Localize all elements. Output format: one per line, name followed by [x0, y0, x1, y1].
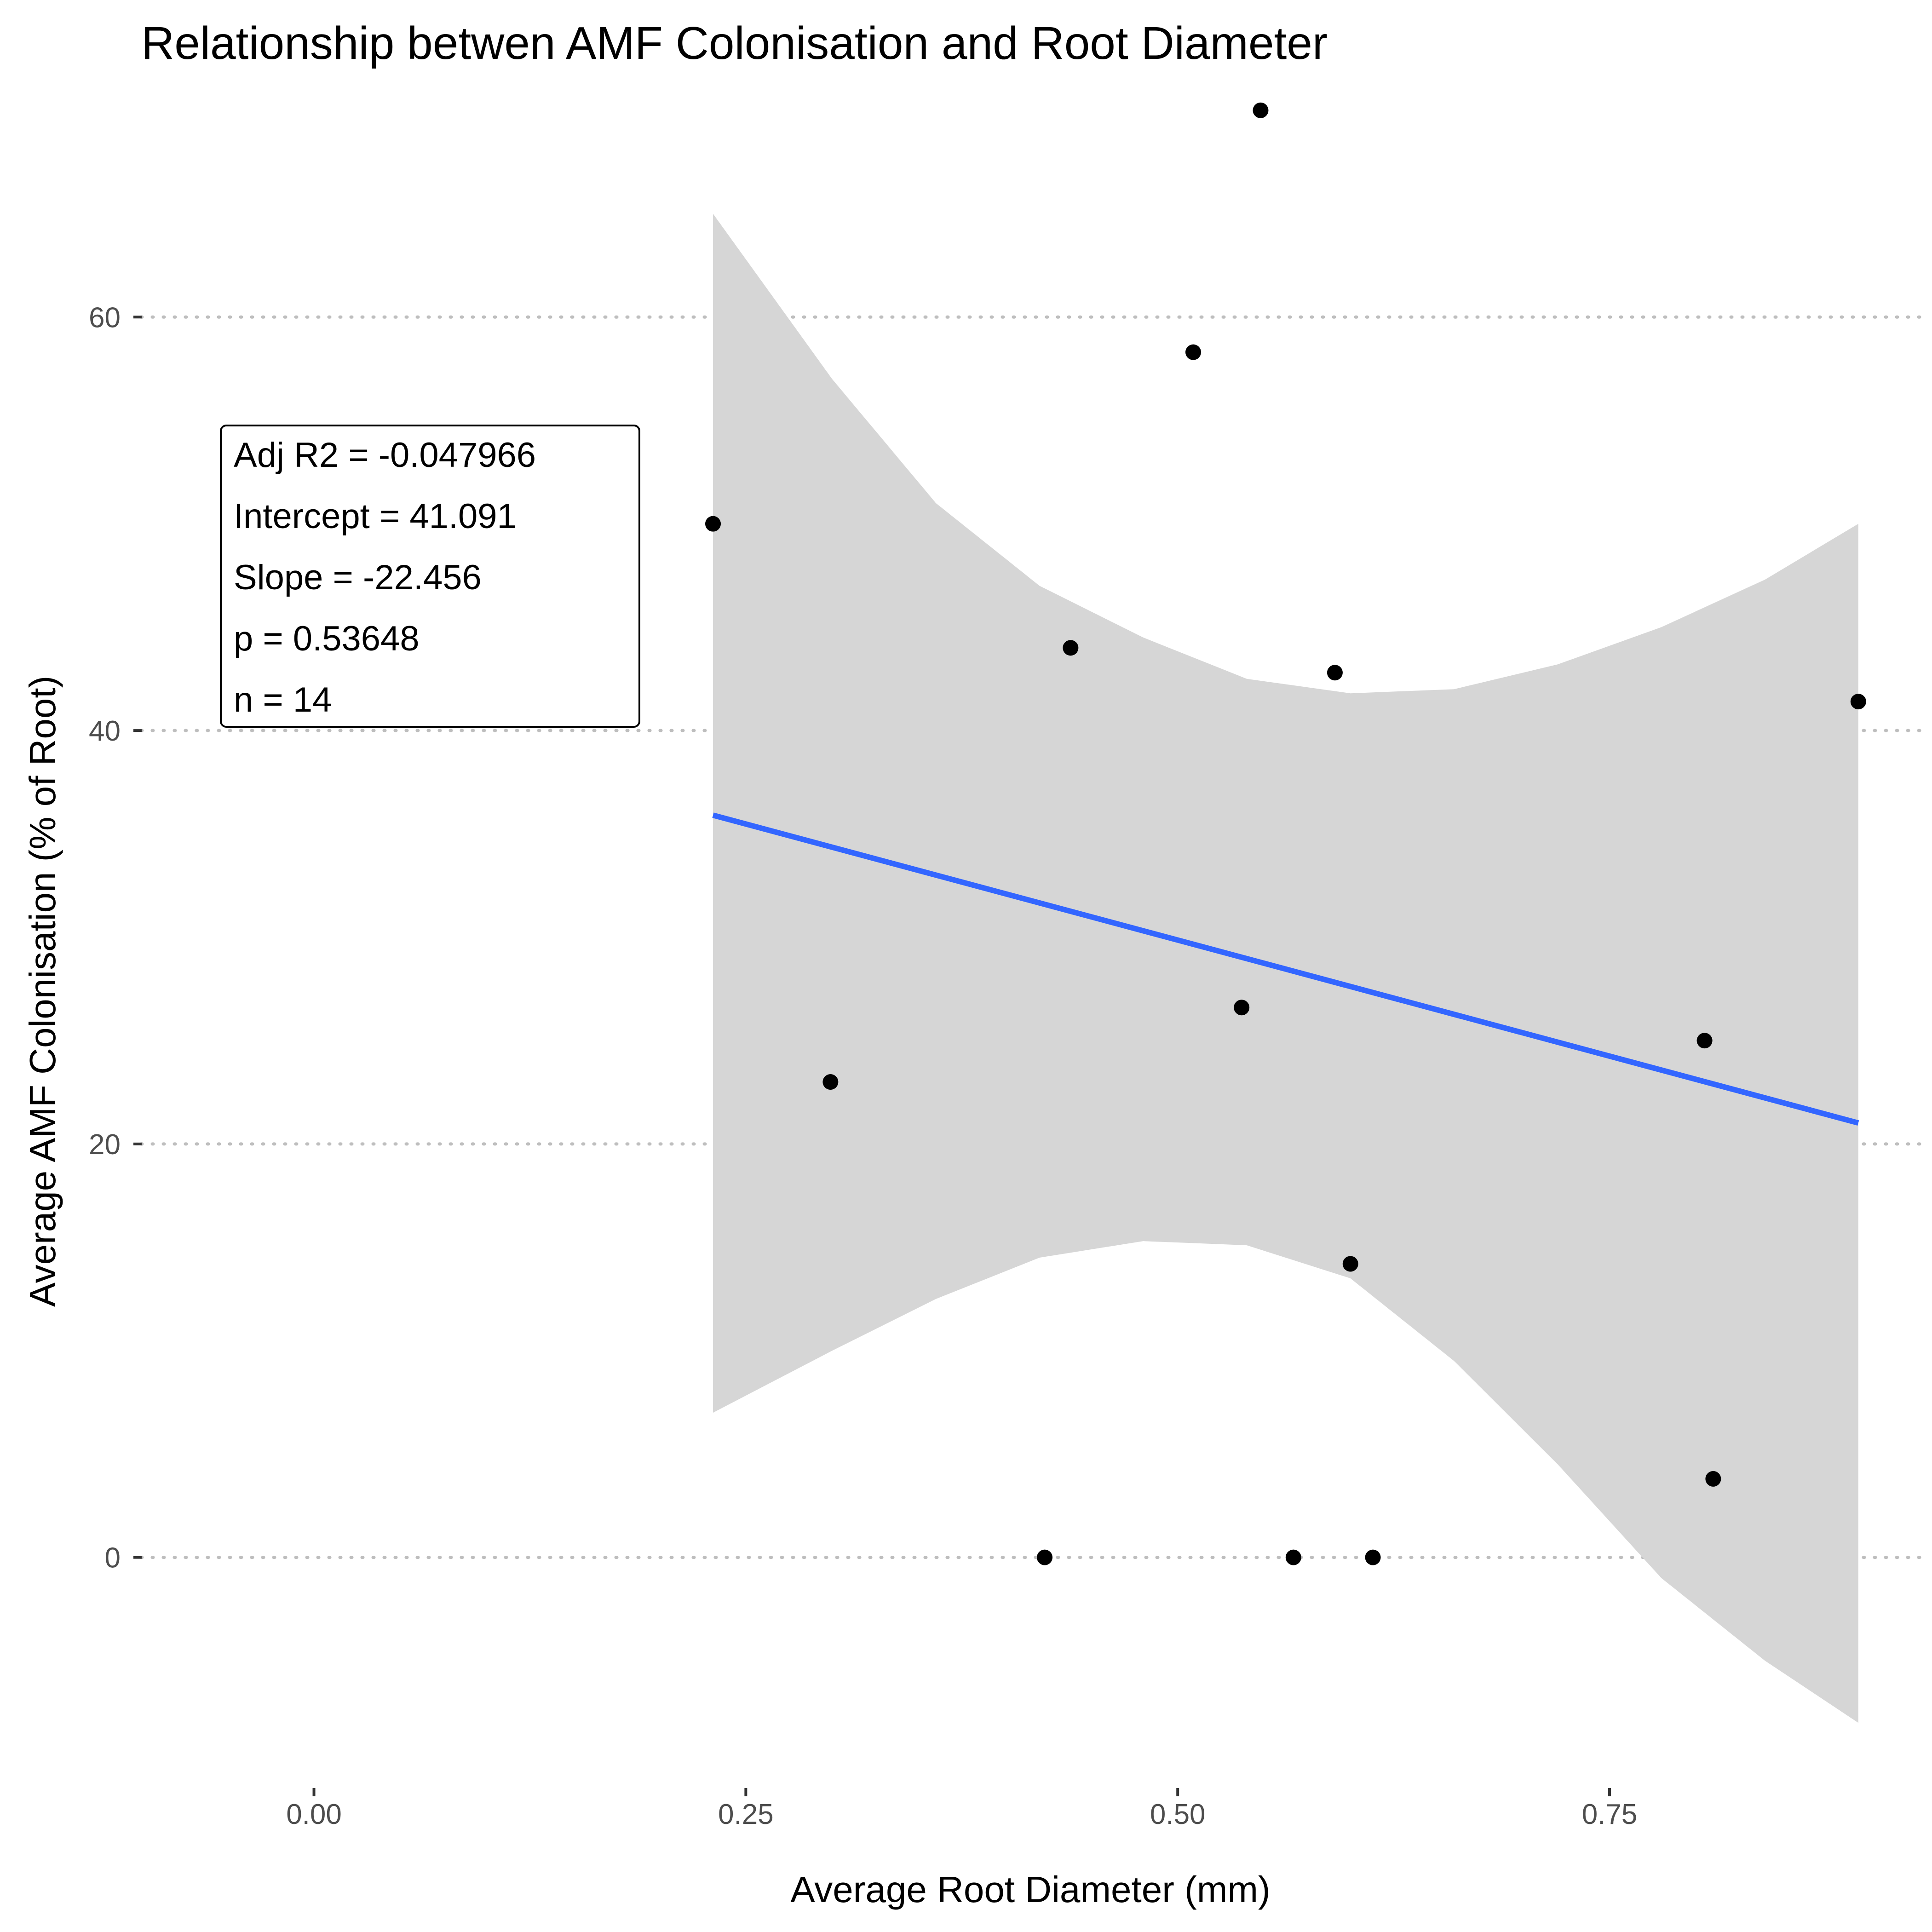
stats-box: Adj R2 = -0.047966 Intercept = 41.091 Sl… [220, 425, 640, 728]
data-point-8 [1285, 1549, 1301, 1565]
y-tick-label-0: 0 [105, 1542, 121, 1574]
y-axis-label: Average AMF Colonisation (% of Root) [22, 676, 63, 1307]
stats-n: n = 14 [234, 680, 332, 719]
data-point-6 [1234, 1000, 1250, 1016]
data-point-12 [1696, 1033, 1713, 1049]
data-point-2 [822, 1074, 839, 1090]
stats-adj-r2: Adj R2 = -0.047966 [234, 436, 536, 475]
axis-ticks: 0.00 0.25 0.50 0.75 0 20 40 60 [89, 302, 1637, 1830]
data-point-4 [1063, 640, 1079, 656]
stats-slope: Slope = -22.456 [234, 558, 482, 597]
y-tick-label-20: 20 [89, 1129, 121, 1161]
x-axis-label: Average Root Diameter (mm) [790, 1869, 1270, 1910]
chart-title: Relationship betwen AMF Colonisation and… [141, 17, 1328, 69]
data-point-10 [1342, 1256, 1358, 1272]
y-tick-label-40: 40 [89, 715, 121, 747]
gridlines [139, 315, 1922, 1559]
x-tick-label-0.00: 0.00 [286, 1799, 342, 1830]
data-point-1 [705, 516, 721, 532]
stats-p-value: p = 0.53648 [234, 619, 420, 658]
data-points [705, 102, 1866, 1565]
x-tick-label-0.75: 0.75 [1582, 1799, 1638, 1830]
data-point-11 [1365, 1549, 1381, 1565]
x-tick-label-0.50: 0.50 [1150, 1799, 1206, 1830]
regression-line-group [712, 812, 1859, 1126]
y-tick-label-60: 60 [89, 302, 121, 334]
regression-line [712, 812, 1859, 1126]
x-tick-label-0.25: 0.25 [718, 1799, 774, 1830]
stats-intercept: Intercept = 41.091 [234, 497, 517, 536]
stats-box-frame [220, 425, 640, 728]
data-point-14 [1850, 694, 1866, 710]
data-point-5 [1185, 344, 1202, 360]
data-point-9 [1327, 665, 1343, 681]
data-point-7 [1253, 102, 1269, 118]
data-point-13 [1705, 1471, 1721, 1487]
data-point-3 [1037, 1549, 1053, 1565]
